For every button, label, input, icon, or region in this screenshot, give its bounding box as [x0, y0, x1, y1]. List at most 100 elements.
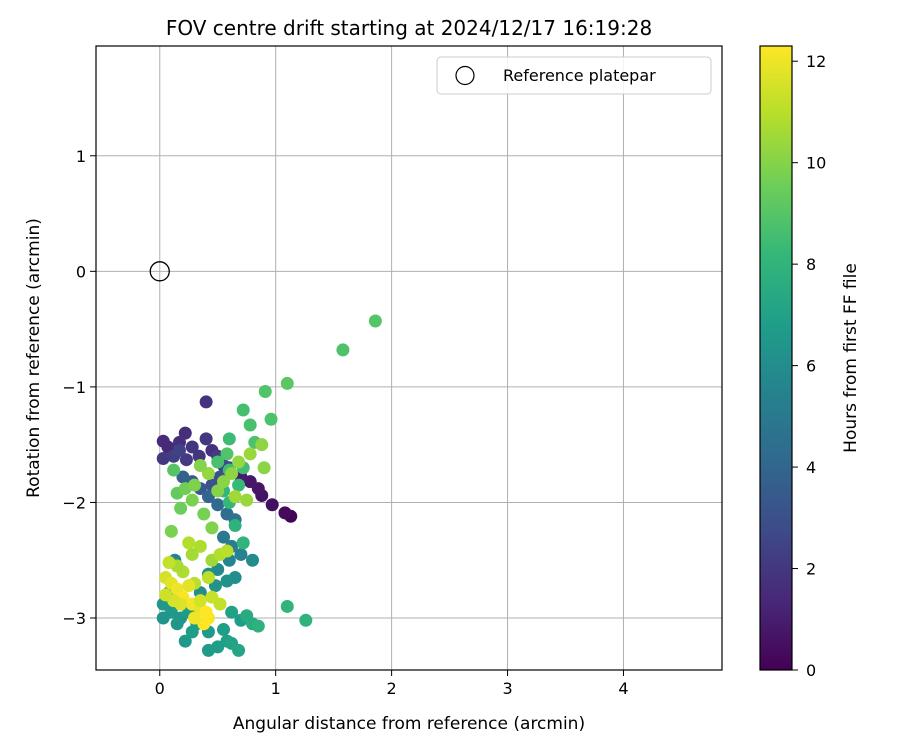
colorbar-gradient [760, 46, 792, 670]
colorbar-label: Hours from first FF file [841, 263, 861, 453]
y-axis-ticks: 1 0 −1 −2 −3 [62, 147, 96, 628]
data-point [265, 498, 279, 512]
data-point [278, 506, 292, 520]
data-point [156, 452, 170, 466]
data-point [236, 403, 250, 417]
data-points [156, 314, 382, 657]
colorbar-tick-label: 10 [806, 154, 826, 173]
data-point [299, 613, 313, 627]
data-point [240, 609, 254, 623]
data-point [368, 314, 382, 328]
data-point [197, 617, 211, 631]
data-point [193, 594, 207, 608]
y-tick-label: −1 [62, 378, 86, 397]
colorbar-tick-label: 6 [806, 357, 816, 376]
data-point [236, 536, 250, 550]
legend-box [436, 56, 712, 95]
data-point [201, 490, 215, 504]
data-point [336, 343, 350, 357]
x-tick-label: 2 [387, 679, 397, 698]
data-point [179, 453, 193, 467]
data-point [167, 463, 181, 477]
data-point [251, 619, 265, 633]
data-point [232, 478, 246, 492]
x-tick-label: 3 [502, 679, 512, 698]
x-tick-label: 0 [155, 679, 165, 698]
data-point [220, 447, 234, 461]
colorbar: 0 2 4 6 8 10 12 Hours from first FF file [759, 45, 861, 680]
data-point [159, 588, 173, 602]
legend-marker-icon [455, 65, 475, 86]
data-point [255, 438, 269, 452]
colorbar-tick-label: 8 [806, 255, 816, 274]
legend-entry-label: Reference platepar [503, 66, 656, 85]
data-point [258, 385, 272, 399]
data-point [182, 579, 196, 593]
x-axis-label: Angular distance from reference (arcmin) [233, 714, 585, 734]
data-point [199, 605, 213, 619]
data-point [243, 418, 257, 432]
data-point [178, 426, 192, 440]
data-point [193, 458, 207, 472]
data-point [178, 634, 192, 648]
data-point [172, 443, 186, 457]
data-point [243, 447, 257, 461]
y-tick-label: −2 [62, 493, 86, 512]
data-point [205, 521, 219, 535]
data-point [217, 530, 231, 544]
colorbar-tick-label: 2 [806, 560, 816, 579]
data-point [222, 432, 236, 446]
data-point [161, 440, 175, 454]
data-point [232, 455, 246, 469]
data-point [264, 412, 278, 426]
data-point [234, 547, 248, 561]
data-point [174, 501, 188, 515]
data-point [176, 470, 190, 484]
data-point [225, 605, 239, 619]
y-tick-label: 1 [76, 147, 86, 166]
grid-lines [96, 46, 722, 670]
data-point [188, 478, 202, 492]
data-point [280, 599, 294, 613]
data-point [193, 539, 207, 553]
colorbar-tick-label: 0 [806, 661, 816, 680]
data-point [199, 432, 213, 446]
data-point [217, 475, 231, 489]
data-point [280, 376, 294, 390]
data-point [217, 623, 231, 637]
chart-title: FOV centre drift starting at 2024/12/17 … [166, 16, 652, 40]
data-point [185, 547, 199, 561]
plot-frame [95, 45, 723, 671]
data-point [211, 498, 225, 512]
data-point [228, 571, 242, 585]
data-point [162, 556, 176, 570]
y-axis-label: Rotation from reference (arcmin) [24, 218, 44, 498]
data-point [225, 467, 239, 481]
colorbar-tick-label: 4 [806, 458, 816, 477]
data-point [246, 553, 259, 567]
data-point [199, 395, 213, 409]
data-point [213, 597, 227, 611]
legend: Reference platepar [436, 56, 712, 95]
data-point [185, 625, 199, 639]
data-point [201, 467, 215, 481]
data-point [228, 519, 242, 533]
colorbar-frame [759, 45, 793, 671]
data-point [257, 461, 271, 475]
colorbar-ticks: 0 2 4 6 8 10 12 [792, 52, 826, 680]
data-point [185, 440, 199, 454]
data-point [240, 493, 254, 507]
data-point [211, 455, 225, 469]
x-axis-ticks: 0 1 2 3 4 [155, 670, 629, 698]
x-tick-label: 4 [618, 679, 628, 698]
data-point [164, 524, 178, 538]
colorbar-tick-label: 12 [806, 52, 826, 71]
data-point [220, 544, 234, 558]
data-point [228, 490, 242, 504]
data-point [211, 640, 225, 654]
reference-point [149, 261, 170, 282]
y-tick-label: 0 [76, 262, 86, 281]
y-tick-label: −3 [62, 609, 86, 628]
reference-platepar-marker [149, 261, 170, 282]
